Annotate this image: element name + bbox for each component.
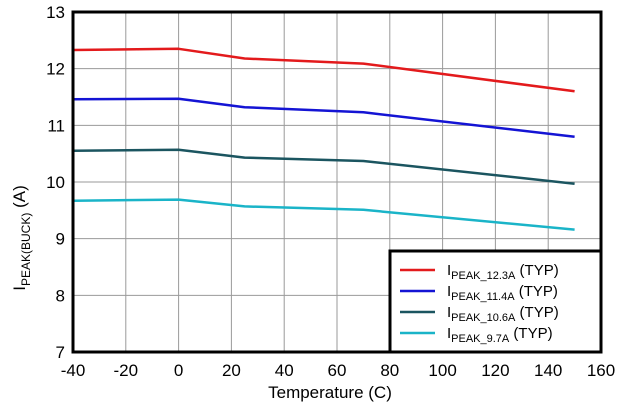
- legend-entry-subscript: PEAK_10.6A: [451, 312, 516, 324]
- legend-entry-subscript: PEAK_9.7A: [451, 333, 510, 345]
- x-tick-label: 60: [328, 361, 347, 380]
- x-tick-label: 120: [481, 361, 509, 380]
- series-line-peak-9-7a: [72, 198, 575, 231]
- series-lines: [72, 47, 575, 231]
- legend-box: [388, 249, 603, 354]
- legend-entry-suffix: (TYP): [515, 283, 558, 300]
- legend-entry-main: I: [447, 304, 451, 321]
- x-tick-label: 140: [534, 361, 562, 380]
- legend-entry: IPEAK_11.4A (TYP): [447, 283, 558, 303]
- x-tick-label: 80: [380, 361, 399, 380]
- y-axis-title-suffix: (A): [10, 185, 29, 212]
- legend-entry: IPEAK_9.7A (TYP): [447, 325, 553, 345]
- y-tick-label: 11: [47, 116, 65, 135]
- legend-entry: IPEAK_10.6A (TYP): [447, 304, 559, 324]
- y-axis-title: IPEAK(BUCK) (A): [10, 185, 33, 290]
- legend: IPEAK_12.3A (TYP)IPEAK_11.4A (TYP)IPEAK_…: [388, 249, 603, 354]
- x-tick-label: 160: [587, 361, 615, 380]
- legend-entry-suffix: (TYP): [515, 304, 558, 321]
- x-tick-label: 20: [222, 361, 241, 380]
- x-tick-label: 0: [174, 361, 183, 380]
- y-tick-label: 12: [46, 60, 65, 79]
- y-tick-label: 8: [56, 286, 65, 305]
- legend-entry: IPEAK_12.3A (TYP): [447, 262, 559, 282]
- legend-entry-subscript: PEAK_12.3A: [451, 270, 516, 282]
- y-tick-label: 9: [56, 230, 65, 249]
- y-axis-title-subscript: PEAK(BUCK): [19, 213, 33, 286]
- legend-entry-main: I: [447, 283, 451, 300]
- series-line-peak-10-6a: [72, 148, 575, 185]
- legend-entry-subscript: PEAK_11.4A: [451, 291, 515, 303]
- series-line-peak-11-4a: [72, 97, 575, 138]
- x-tick-label: -20: [114, 361, 139, 380]
- y-tick-label: 7: [56, 343, 65, 362]
- legend-entry-suffix: (TYP): [515, 262, 558, 279]
- legend-entry-suffix: (TYP): [509, 325, 552, 342]
- y-tick-label: 10: [46, 173, 65, 192]
- y-tick-label: 13: [46, 3, 65, 22]
- x-tick-label: -40: [61, 361, 86, 380]
- x-tick-label: 40: [275, 361, 294, 380]
- y-axis-title-main: I: [10, 286, 29, 291]
- tick-labels: -40 -20 0 20 40 60 80 100 120 140 160 7 8 9 10 11 12 13: [46, 3, 615, 380]
- x-axis-title: Temperature (C): [268, 383, 392, 402]
- x-tick-label: 100: [428, 361, 456, 380]
- plot-frame: [71, 10, 603, 354]
- legend-entry-main: I: [447, 262, 451, 279]
- series-line-peak-12-3a: [72, 47, 575, 93]
- legend-entry-main: I: [447, 325, 451, 342]
